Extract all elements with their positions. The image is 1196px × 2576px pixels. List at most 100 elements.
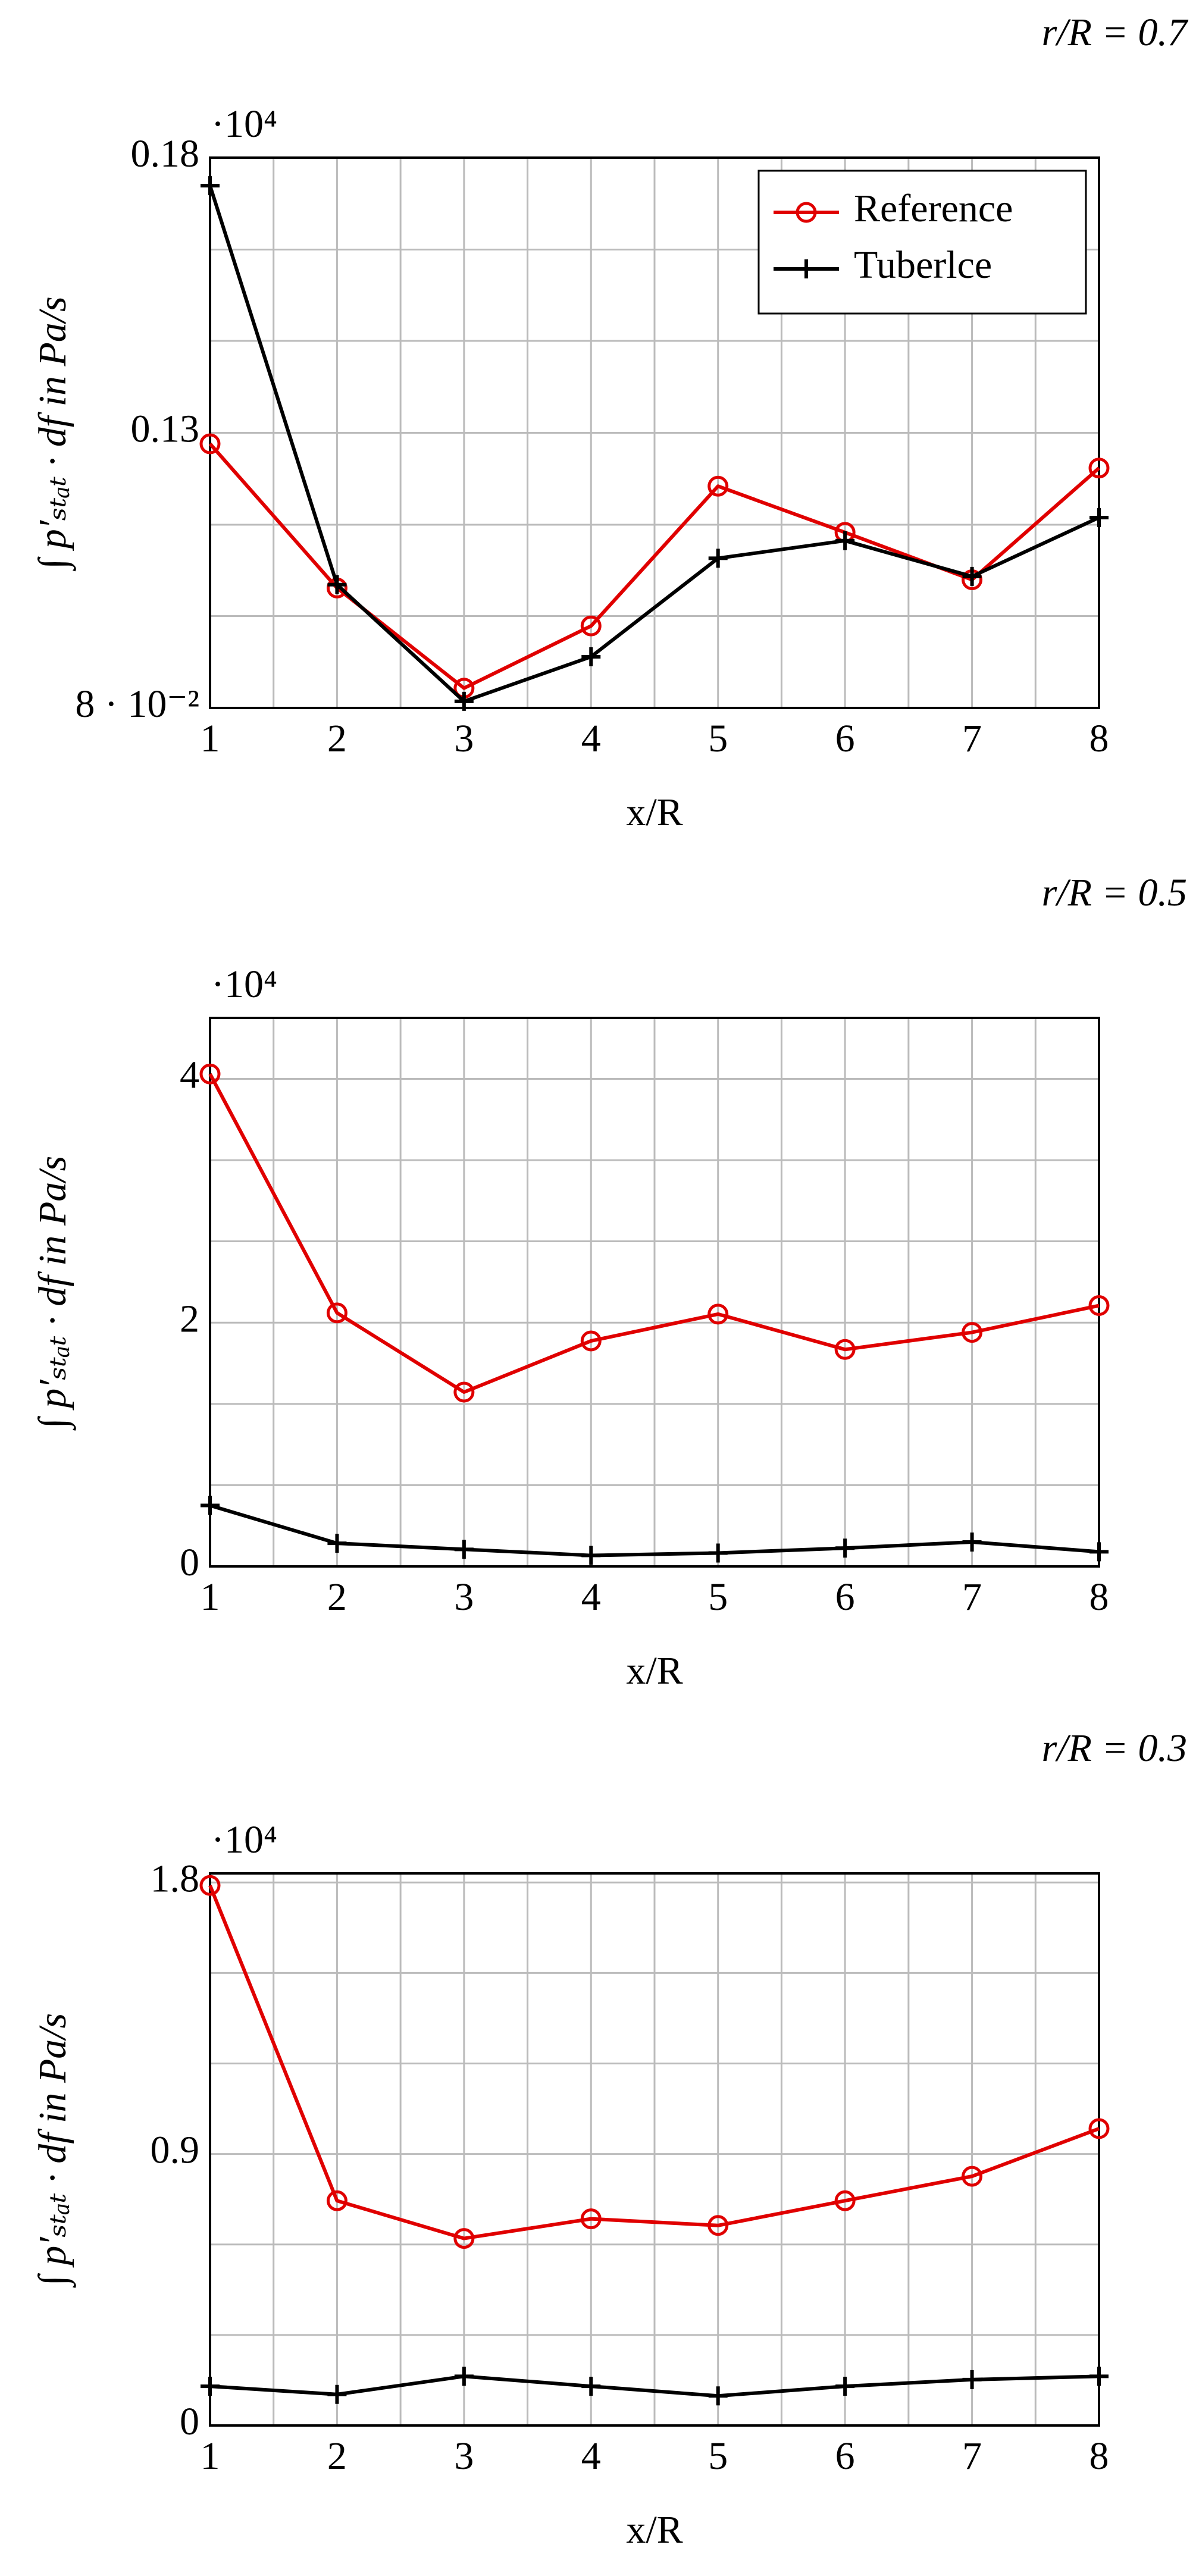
axis-multiplier: ·10⁴	[211, 1818, 277, 1862]
x-tick-label: 7	[962, 717, 982, 760]
data-point	[580, 1330, 602, 1352]
data-point	[962, 2370, 982, 2389]
data-point	[327, 2384, 347, 2404]
y-tick-label: 0.13	[131, 408, 200, 451]
x-tick-label: 8	[1089, 2434, 1109, 2478]
x-tick-label: 1	[201, 1575, 220, 1619]
x-tick-label: 1	[201, 717, 220, 760]
data-point	[454, 1540, 474, 1559]
x-tick-label: 6	[835, 717, 855, 760]
data-point	[835, 1538, 855, 1558]
chart: 1 2 3 4 5 6 7 8 0 2 4 r/R = 0.5 ·10⁴ x/R ∫ p′ₛₜₐₜ · df…	[31, 871, 1187, 1693]
axis-multiplier: ·10⁴	[211, 102, 277, 146]
plot-frame	[209, 1872, 1100, 2427]
data-point	[1088, 457, 1110, 479]
x-tick-label: 7	[962, 2434, 982, 2478]
data-point	[581, 2377, 601, 2396]
y-tick-label: 2	[180, 1297, 199, 1340]
x-axis-label: x/R	[626, 791, 682, 834]
chart: 1 2 3 4 5 6 7 8 0 0.9 1.8 r/R = 0.3 ·10⁴ x/R ∫ p′ₛₜₐₜ …	[31, 1726, 1187, 2552]
data-point	[326, 2190, 347, 2211]
data-point	[835, 2377, 855, 2396]
x-tick-label: 4	[581, 2434, 601, 2478]
data-point	[962, 1322, 983, 1343]
plot-frame	[209, 156, 1100, 709]
data-point	[326, 1302, 347, 1324]
x-tick-label: 5	[708, 717, 728, 760]
data-point	[834, 2190, 856, 2211]
data-point	[707, 2215, 729, 2236]
series-line	[208, 1073, 1100, 1394]
x-tick-label: 6	[835, 1575, 855, 1619]
x-tick-label: 8	[1089, 717, 1109, 760]
legend-label: Tuberlce	[854, 243, 992, 287]
legend-marker	[797, 259, 816, 278]
data-point	[199, 433, 221, 455]
series-line	[209, 2374, 1100, 2398]
chart-title: r/R = 0.3	[1042, 1726, 1187, 1770]
data-point	[581, 647, 601, 666]
data-point	[327, 575, 347, 594]
data-point	[834, 1339, 856, 1360]
data-point	[708, 2386, 728, 2406]
series-line	[208, 1885, 1100, 2240]
data-point	[327, 1534, 347, 1553]
data-point	[962, 1533, 982, 1552]
data-point	[580, 615, 602, 637]
y-tick-label: 8 · 10⁻²	[75, 682, 199, 726]
data-point	[1089, 2367, 1109, 2386]
data-point	[581, 1546, 601, 1565]
legend-box	[757, 170, 1087, 315]
data-point	[708, 549, 728, 568]
y-tick-label: 0.18	[131, 132, 200, 176]
legend-label: Reference	[854, 187, 1013, 230]
x-tick-label: 8	[1089, 1575, 1109, 1619]
x-tick-label: 4	[581, 717, 601, 760]
data-point	[199, 1063, 221, 1085]
chart: 1 2 3 4 5 6 7 8 8 · 10⁻² 0.13 0.18 r/R = 0.7 ·10⁴ x/R…	[31, 11, 1189, 834]
series-line	[208, 185, 1100, 703]
x-axis-label: x/R	[626, 1649, 682, 1693]
data-point	[454, 691, 474, 711]
data-point	[201, 176, 220, 196]
legend-marker	[796, 202, 817, 223]
y-tick-label: 4	[180, 1054, 199, 1097]
data-point	[453, 2228, 475, 2249]
data-point	[201, 2377, 220, 2396]
x-tick-label: 5	[708, 2434, 728, 2478]
data-point	[1089, 507, 1109, 527]
y-axis-label: ∫ p′ₛₜₐₜ · df in Pa/s	[31, 1156, 76, 1431]
data-point	[1088, 2118, 1110, 2139]
data-point	[708, 1543, 728, 1563]
data-point	[962, 566, 982, 586]
data-point	[453, 1381, 475, 1403]
y-axis-label: ∫ p′ₛₜₐₜ · df in Pa/s	[31, 2013, 76, 2289]
y-tick-label: 0	[180, 1541, 199, 1584]
y-tick-label: 0.9	[151, 2129, 200, 2172]
x-tick-label: 2	[327, 1575, 347, 1619]
data-point	[199, 1875, 221, 1896]
plot-frame	[209, 1017, 1100, 1568]
y-tick-label: 1.8	[151, 1857, 200, 1900]
data-point	[454, 2367, 474, 2386]
data-point	[1088, 1295, 1110, 1317]
y-tick-label: 0	[180, 2400, 199, 2443]
chart-title: r/R = 0.5	[1042, 871, 1187, 914]
data-point	[1089, 1542, 1109, 1562]
data-point	[580, 2208, 602, 2230]
x-axis-label: x/R	[626, 2508, 682, 2552]
x-tick-label: 6	[835, 2434, 855, 2478]
axis-multiplier: ·10⁴	[211, 963, 277, 1006]
x-tick-label: 3	[454, 1575, 474, 1619]
x-tick-label: 2	[327, 717, 347, 760]
x-tick-label: 3	[454, 2434, 474, 2478]
series-line	[209, 1503, 1100, 1557]
x-tick-label: 5	[708, 1575, 728, 1619]
x-tick-label: 1	[201, 2434, 220, 2478]
data-point	[201, 1496, 220, 1515]
x-tick-label: 4	[581, 1575, 601, 1619]
x-tick-label: 2	[327, 2434, 347, 2478]
x-tick-label: 7	[962, 1575, 982, 1619]
